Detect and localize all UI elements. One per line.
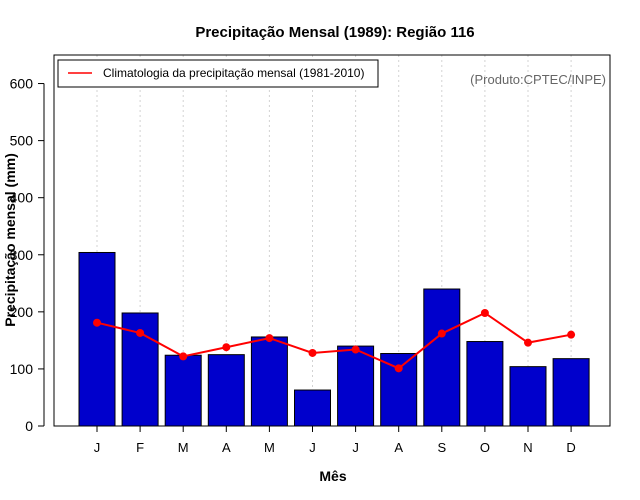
y-axis-title: Precipitação mensal (mm)	[2, 153, 18, 327]
x-tick-label: O	[480, 440, 490, 455]
climatology-line	[96, 311, 572, 370]
y-axis: 0 100 200 300 400 500 600	[10, 76, 45, 434]
x-tick-label: A	[222, 440, 231, 455]
x-tick-label: M	[264, 440, 275, 455]
x-tick-label: F	[136, 440, 144, 455]
y-tick-label: 200	[10, 304, 34, 320]
y-tick-label: 100	[10, 361, 34, 377]
bar-0	[78, 251, 116, 427]
x-tick-label: A	[394, 440, 403, 455]
x-tick-label: M	[178, 440, 189, 455]
legend-label: Climatologia da precipitação mensal (198…	[103, 66, 364, 80]
climatology-series	[93, 308, 576, 373]
x-tick-label: J	[309, 440, 316, 455]
climatology-point-5	[308, 348, 317, 357]
bar-3	[207, 354, 245, 427]
bar-5	[294, 389, 331, 427]
climatology-point-1	[136, 328, 145, 337]
bar-11	[552, 358, 590, 427]
climatology-point-9	[480, 308, 489, 317]
legend-box	[57, 59, 379, 88]
climatology-point-0	[93, 318, 101, 327]
x-tick-label: J	[352, 440, 359, 455]
plot-frame	[53, 54, 611, 427]
climatology-point-11	[567, 330, 576, 339]
y-tick-label: 500	[10, 133, 34, 149]
bar-4	[250, 336, 288, 427]
y-tick-label: 0	[25, 418, 33, 434]
climatology-point-8	[437, 329, 446, 338]
climatology-point-3	[222, 343, 231, 352]
x-tick-label: D	[566, 440, 575, 455]
chart-title: Precipitação Mensal (1989): Região 116	[195, 24, 474, 41]
climatology-point-10	[524, 338, 532, 347]
x-tick-label: S	[437, 440, 446, 455]
y-tick-label: 400	[10, 190, 34, 206]
bar-series	[78, 251, 590, 427]
bar-2	[164, 354, 202, 427]
x-axis-title: Mês	[319, 468, 346, 484]
bar-6	[337, 345, 375, 427]
y-tick-label: 600	[10, 76, 34, 92]
credit-annotation: (Produto:CPTEC/INPE)	[470, 72, 606, 87]
x-tick-label: J	[94, 440, 101, 455]
x-tick-label: N	[523, 440, 532, 455]
climatology-point-4	[265, 334, 274, 343]
bar-9	[466, 341, 504, 427]
vertical-gridlines	[96, 55, 572, 426]
climatology-point-6	[351, 345, 360, 354]
climatology-point-7	[394, 364, 403, 373]
bar-8	[423, 288, 461, 427]
bar-10	[509, 366, 547, 427]
legend: Climatologia da precipitação mensal (198…	[57, 59, 379, 88]
y-tick-label: 300	[10, 247, 34, 263]
climatology-point-2	[179, 352, 188, 361]
